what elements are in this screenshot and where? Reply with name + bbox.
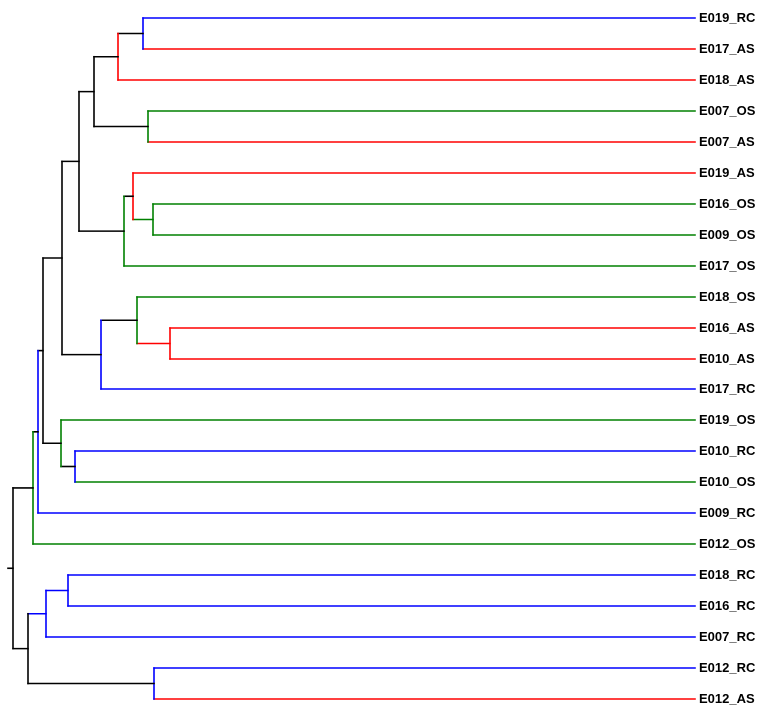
leaf-label: E016_RC [699,598,756,613]
leaf-label: E012_OS [699,536,756,551]
dendrogram-branches [7,17,696,700]
leaf-label: E018_AS [699,72,755,87]
leaf-label: E010_RC [699,443,756,458]
leaf-label: E010_OS [699,474,756,489]
leaf-label: E017_RC [699,381,756,396]
leaf-label: E016_OS [699,196,756,211]
leaf-label: E010_AS [699,351,755,366]
leaf-label: E012_RC [699,660,756,675]
leaf-label: E018_RC [699,567,756,582]
leaf-label: E019_AS [699,165,755,180]
leaf-label: E007_OS [699,103,756,118]
leaf-label: E009_RC [699,505,756,520]
leaf-label: E009_OS [699,227,756,242]
leaf-label: E007_AS [699,134,755,149]
leaf-label: E007_RC [699,629,756,644]
leaf-label: E019_RC [699,10,756,25]
leaf-label: E012_AS [699,691,755,706]
leaf-label: E016_AS [699,320,755,335]
leaf-label: E017_OS [699,258,756,273]
leaf-label: E019_OS [699,412,756,427]
leaf-label: E018_OS [699,289,756,304]
leaf-label: E017_AS [699,41,755,56]
